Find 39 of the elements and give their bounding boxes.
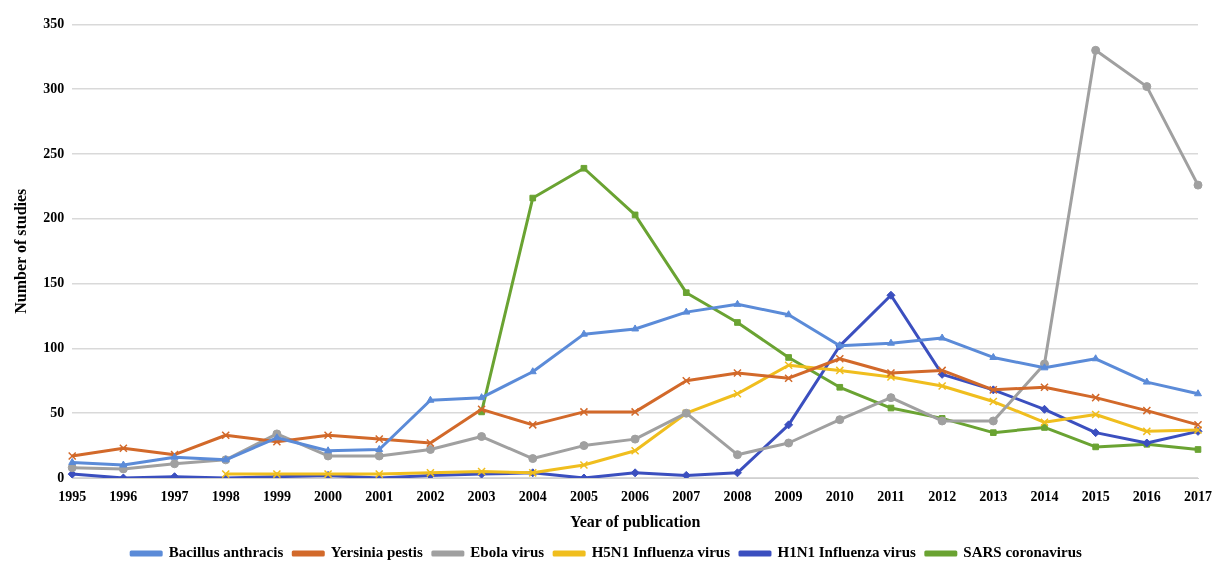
legend-label: H5N1 Influenza virus bbox=[591, 544, 731, 561]
y-tick-label: 350 bbox=[43, 16, 65, 32]
x-tick-label: 2006 bbox=[621, 489, 650, 505]
x-tick-label: 2000 bbox=[314, 489, 343, 505]
y-tick-label: 250 bbox=[43, 145, 65, 161]
x-tick-label: 2008 bbox=[723, 489, 752, 505]
legend-label: Ebola virus bbox=[470, 544, 545, 561]
x-axis-title: Year of publication bbox=[569, 512, 701, 531]
x-tick-label: 2003 bbox=[467, 489, 496, 505]
y-tick-label: 300 bbox=[43, 80, 65, 96]
x-tick-label: 2012 bbox=[928, 489, 957, 505]
x-tick-label: 2017 bbox=[1184, 489, 1212, 505]
x-tick-label: 2010 bbox=[825, 489, 854, 505]
y-tick-label: 200 bbox=[43, 210, 65, 226]
x-tick-label: 2002 bbox=[416, 489, 445, 505]
x-tick-label: 2013 bbox=[979, 489, 1008, 505]
y-tick-label: 100 bbox=[43, 340, 65, 356]
y-tick-label: 50 bbox=[50, 404, 65, 420]
x-tick-label: 2015 bbox=[1081, 489, 1110, 505]
x-tick-label: 1999 bbox=[262, 489, 291, 505]
x-tick-label: 1997 bbox=[160, 489, 189, 505]
x-tick-label: 2011 bbox=[877, 489, 905, 505]
y-tick-label: 0 bbox=[57, 469, 65, 485]
legend-label: H1N1 Influenza virus bbox=[777, 544, 916, 561]
x-tick-label: 2007 bbox=[672, 489, 701, 505]
x-tick-label: 2014 bbox=[1030, 489, 1059, 505]
x-tick-label: 2005 bbox=[569, 489, 598, 505]
y-axis-title: Number of studies bbox=[11, 188, 29, 314]
x-tick-label: 2016 bbox=[1132, 489, 1161, 505]
x-tick-label: 1998 bbox=[211, 489, 240, 505]
y-tick-label: 150 bbox=[43, 275, 65, 291]
x-tick-label: 1995 bbox=[58, 489, 87, 505]
x-tick-label: 1996 bbox=[109, 489, 138, 505]
x-tick-label: 2001 bbox=[365, 489, 394, 505]
x-tick-label: 2004 bbox=[518, 489, 547, 505]
legend-label: SARS coronavirus bbox=[963, 544, 1082, 561]
x-tick-label: 2009 bbox=[774, 489, 803, 505]
legend-label: Yersinia pestis bbox=[330, 544, 424, 561]
legend-label: Bacillus anthracis bbox=[168, 544, 284, 561]
